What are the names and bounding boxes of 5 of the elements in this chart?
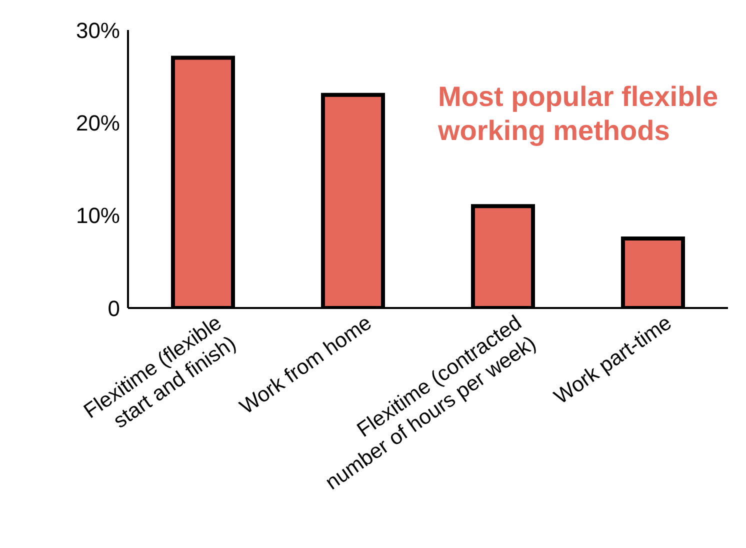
y-tick-label: 0 — [108, 296, 120, 321]
y-tick-label: 30% — [76, 18, 120, 43]
y-tick-label: 10% — [76, 203, 120, 228]
y-tick-label: 20% — [76, 110, 120, 136]
text: Most popular flexible working methods — [438, 80, 720, 148]
